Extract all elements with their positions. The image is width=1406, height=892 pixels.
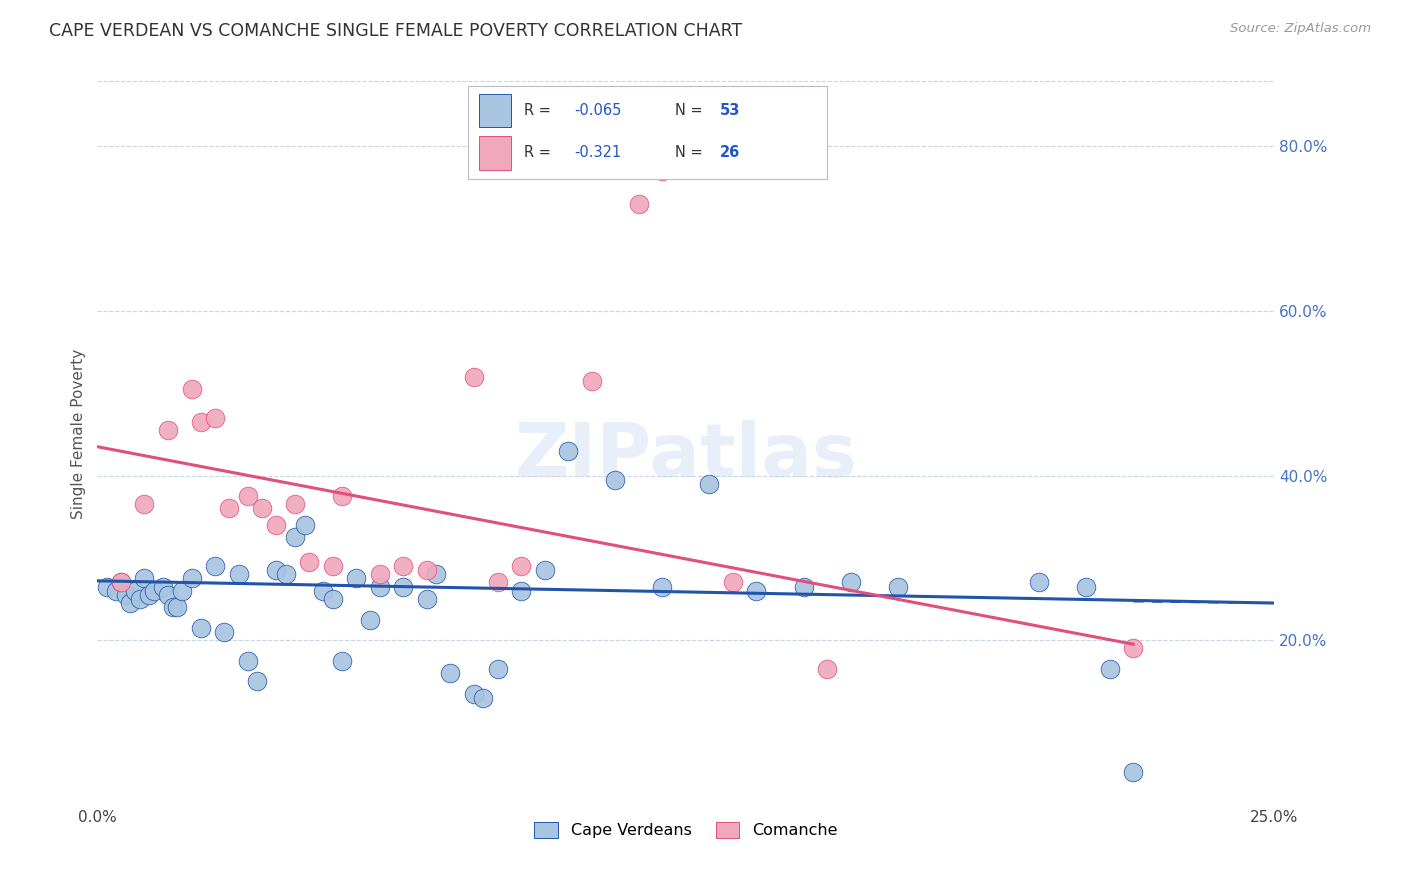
Point <box>228 567 250 582</box>
Point <box>124 583 146 598</box>
Point <box>745 583 768 598</box>
Point <box>322 559 344 574</box>
Point <box>156 423 179 437</box>
Point <box>425 567 447 582</box>
Point <box>886 580 908 594</box>
Point <box>264 563 287 577</box>
Point <box>110 575 132 590</box>
Point <box>368 580 391 594</box>
Point <box>416 563 439 577</box>
Point <box>392 559 415 574</box>
Point <box>721 575 744 590</box>
Point <box>359 613 381 627</box>
Point <box>246 674 269 689</box>
Point <box>839 575 862 590</box>
Point <box>162 600 184 615</box>
Y-axis label: Single Female Poverty: Single Female Poverty <box>72 350 86 519</box>
Point <box>651 580 673 594</box>
Point <box>274 567 297 582</box>
Point <box>1122 641 1144 656</box>
Point <box>105 583 128 598</box>
Point <box>204 411 226 425</box>
Text: ZIPatlas: ZIPatlas <box>515 420 858 493</box>
Point <box>264 517 287 532</box>
Point <box>180 382 202 396</box>
Point <box>236 654 259 668</box>
Point <box>486 662 509 676</box>
Point <box>134 497 156 511</box>
Point <box>651 164 673 178</box>
Point <box>605 473 627 487</box>
Point <box>510 559 533 574</box>
Point <box>172 583 194 598</box>
Point <box>114 588 136 602</box>
Point <box>486 575 509 590</box>
Point <box>557 443 579 458</box>
Point <box>96 580 118 594</box>
Point <box>128 591 150 606</box>
Point <box>472 690 495 705</box>
Point <box>110 575 132 590</box>
Point <box>180 571 202 585</box>
Point <box>510 583 533 598</box>
Point <box>120 596 142 610</box>
Point <box>330 654 353 668</box>
Point <box>322 591 344 606</box>
Point <box>218 501 240 516</box>
Text: CAPE VERDEAN VS COMANCHE SINGLE FEMALE POVERTY CORRELATION CHART: CAPE VERDEAN VS COMANCHE SINGLE FEMALE P… <box>49 22 742 40</box>
Point <box>298 555 321 569</box>
Point <box>152 580 174 594</box>
Point <box>142 583 165 598</box>
Point <box>250 501 273 516</box>
Point <box>627 197 650 211</box>
Point <box>1074 580 1097 594</box>
Point <box>1098 662 1121 676</box>
Point <box>368 567 391 582</box>
Point <box>699 476 721 491</box>
Point <box>294 517 316 532</box>
Point <box>190 621 212 635</box>
Point <box>581 374 603 388</box>
Point <box>793 580 815 594</box>
Point <box>1122 764 1144 779</box>
Point <box>312 583 335 598</box>
Point <box>533 563 555 577</box>
Point <box>815 662 838 676</box>
Point <box>392 580 415 594</box>
Point <box>330 489 353 503</box>
Text: Source: ZipAtlas.com: Source: ZipAtlas.com <box>1230 22 1371 36</box>
Point <box>134 571 156 585</box>
Point <box>463 369 485 384</box>
Point <box>1028 575 1050 590</box>
Point <box>236 489 259 503</box>
Point <box>284 497 307 511</box>
Legend: Cape Verdeans, Comanche: Cape Verdeans, Comanche <box>527 815 844 845</box>
Point <box>284 530 307 544</box>
Point <box>156 588 179 602</box>
Point <box>463 687 485 701</box>
Point <box>166 600 188 615</box>
Point <box>138 588 160 602</box>
Point <box>439 665 461 680</box>
Point <box>190 415 212 429</box>
Point <box>344 571 367 585</box>
Point <box>204 559 226 574</box>
Point <box>416 591 439 606</box>
Point <box>214 624 236 639</box>
